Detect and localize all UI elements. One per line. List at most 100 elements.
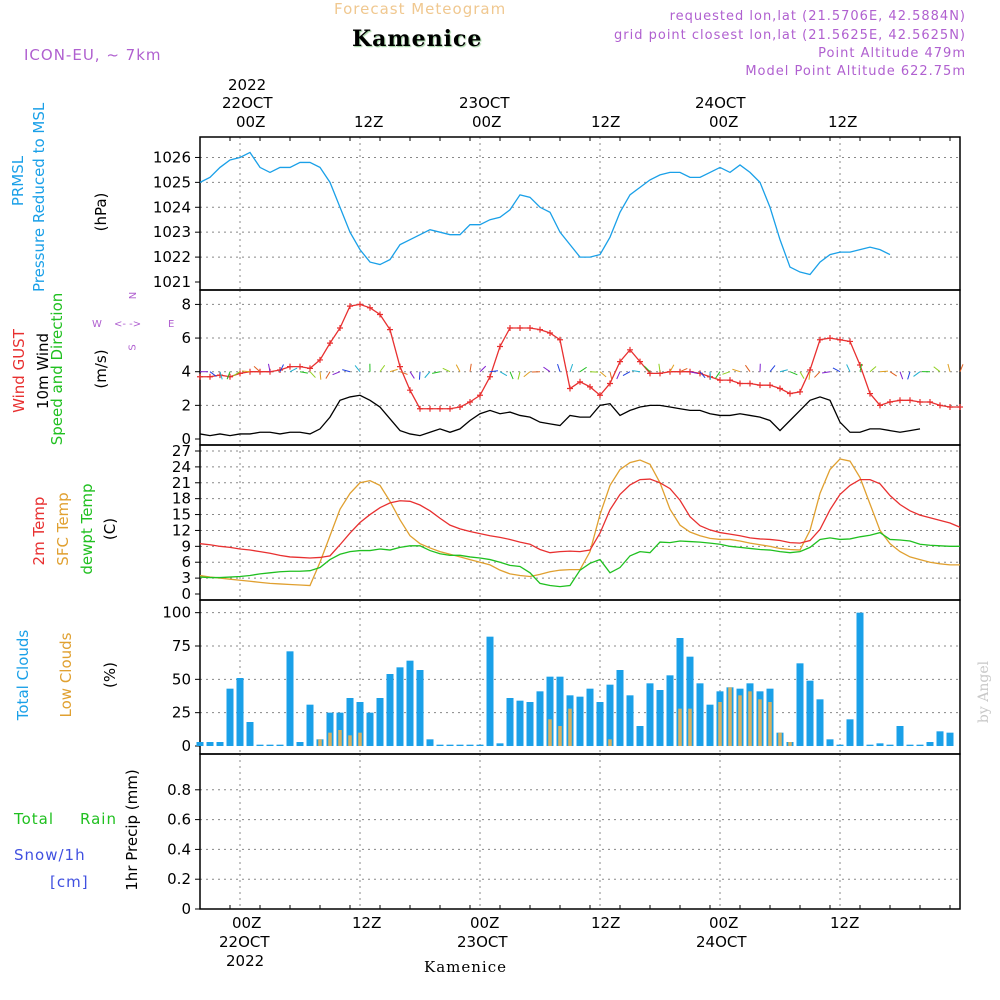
total-clouds-bar-40 — [596, 702, 604, 746]
total-clouds-bar-71 — [906, 744, 914, 746]
clouds-ytick-label-4: 100 — [162, 604, 191, 622]
wind-direction-arrow-12 — [319, 371, 322, 380]
wind-gust-marker-67 — [867, 390, 873, 397]
wind-gust-marker-23 — [427, 405, 433, 412]
total-rain-label: Total — [14, 810, 55, 828]
wind-direction-arrow-38 — [579, 366, 587, 373]
total-clouds-bar-8 — [276, 744, 284, 746]
wind-direction-arrow-57 — [769, 365, 776, 373]
requested-lonlat: requested lon,lat (21.5706E, 42.5884N) — [669, 9, 966, 24]
low-clouds-bar-12 — [318, 739, 322, 746]
low-clouds-bar-16 — [358, 732, 362, 746]
wind-direction-arrow-68 — [879, 370, 889, 373]
wind-gust-marker-20 — [397, 363, 403, 370]
top-tick-12z-3: 12Z — [828, 113, 858, 131]
wind-gust-marker-42 — [617, 358, 623, 365]
wind-gust-marker-27 — [467, 398, 473, 405]
low-clouds-bar-15 — [348, 735, 352, 746]
wind-gust-marker-1 — [207, 373, 213, 380]
wind-ytick-label-1: 2 — [181, 396, 191, 414]
top-date-label-1: 22OCT — [222, 94, 273, 112]
rain-label: Rain — [80, 810, 117, 828]
low-clouds-bar-49 — [688, 708, 692, 746]
wind-gust-marker-43 — [627, 346, 633, 353]
wind-direction-arrow-49 — [689, 371, 698, 374]
total-clouds-bar-7 — [266, 744, 274, 746]
wind-direction-arrow-4 — [232, 371, 241, 377]
wind-ytick-label-3: 6 — [181, 329, 191, 347]
low-clouds-bar-14 — [338, 730, 342, 746]
point-altitude: Point Altitude 479m — [818, 46, 966, 61]
wind-direction-arrow-67 — [869, 366, 877, 373]
wind-gust-marker-26 — [457, 404, 463, 411]
wind-gust-marker-21 — [407, 387, 413, 394]
wind-direction-arrow-76 — [959, 364, 964, 372]
total-clouds-bar-41 — [606, 684, 614, 746]
wind-gust-marker-40 — [597, 392, 603, 399]
wind-direction-arrow-9 — [289, 367, 298, 373]
bottom-date-label-1: 22OCT — [219, 933, 270, 951]
chart-subtitle: Forecast Meteogram — [334, 0, 507, 18]
total-clouds-bar-21 — [406, 660, 414, 746]
wind-gust-marker-72 — [917, 398, 923, 405]
total-clouds-bar-44 — [636, 726, 644, 746]
wind-direction-arrow-3 — [226, 371, 231, 380]
wind-gust-marker-47 — [667, 368, 673, 375]
wind-gust-marker-6 — [257, 368, 263, 375]
total-clouds-bar-13 — [326, 712, 334, 746]
total-clouds-bar-50 — [696, 683, 704, 746]
pressure-panel-frame — [199, 136, 961, 291]
bottom-date-label-3: 24OCT — [696, 933, 747, 951]
wind-gust-marker-48 — [677, 368, 683, 375]
wind-gust-marker-37 — [567, 385, 573, 392]
wind-gust-marker-53 — [727, 377, 733, 384]
temp-ytick-label-9: 27 — [172, 442, 191, 460]
total-clouds-bar-65 — [846, 719, 854, 746]
wind-gust-marker-44 — [637, 358, 643, 365]
total-clouds-bar-42 — [616, 670, 624, 746]
wind-gust-marker-10 — [297, 363, 303, 370]
wind-direction-arrow-14 — [332, 371, 341, 376]
total-clouds-bar-73 — [926, 742, 934, 746]
sfc-temp-series-line — [199, 458, 960, 587]
temp-ytick-label-4: 12 — [172, 521, 191, 539]
wind-gust-marker-25 — [447, 405, 453, 412]
total-clouds-bar-75 — [946, 732, 954, 746]
wind-direction-arrow-60 — [799, 371, 805, 379]
total-clouds-bar-24 — [436, 744, 444, 746]
wind-gust-marker-30 — [497, 343, 503, 350]
wind-gust-marker-13 — [327, 340, 333, 347]
wind-direction-arrow-29 — [489, 370, 499, 373]
low-clouds-bar-52 — [718, 702, 722, 746]
total-clouds-bar-35 — [546, 676, 554, 746]
low-clouds-bar-55 — [748, 691, 752, 746]
wind-gust-marker-62 — [817, 336, 823, 343]
precip-ytick-label-3: 0.6 — [167, 811, 191, 829]
bottom-tick-00z-3: 00Z — [709, 914, 739, 932]
total-clouds-bar-66 — [856, 612, 864, 746]
wind-gust-marker-34 — [537, 326, 543, 333]
total-clouds-bar-63 — [826, 739, 834, 746]
grid-lonlat: grid point closest lon,lat (21.5625E, 42… — [614, 28, 966, 43]
bottom-date-label-2: 23OCT — [457, 933, 508, 951]
wind-gust-marker-63 — [827, 335, 833, 342]
total-clouds-bar-26 — [456, 744, 464, 746]
clouds-ytick-label-3: 75 — [172, 637, 191, 655]
total-clouds-bar-29 — [486, 636, 494, 746]
wind-direction-arrow-74 — [933, 366, 941, 373]
wind-gust-marker-33 — [527, 324, 533, 331]
total-clouds-bar-67 — [866, 744, 874, 746]
wind-gust-marker-58 — [777, 385, 783, 392]
wind-direction-arrow-32 — [517, 371, 521, 380]
total-clouds-bar-36 — [556, 676, 564, 746]
snow-label: Snow/1h — [14, 846, 86, 864]
wind-direction-arrow-19 — [389, 368, 398, 373]
wind-gust-marker-18 — [377, 311, 383, 318]
total-clouds-bar-2 — [216, 742, 224, 746]
wind-gust-marker-59 — [787, 390, 793, 397]
total-clouds-bar-9 — [286, 651, 294, 746]
precip-ytick-label-0: 0 — [181, 900, 191, 918]
total-clouds-bar-25 — [446, 744, 454, 746]
temp-ytick-label-0: 0 — [181, 585, 191, 603]
low-clouds-bar-57 — [768, 702, 772, 746]
